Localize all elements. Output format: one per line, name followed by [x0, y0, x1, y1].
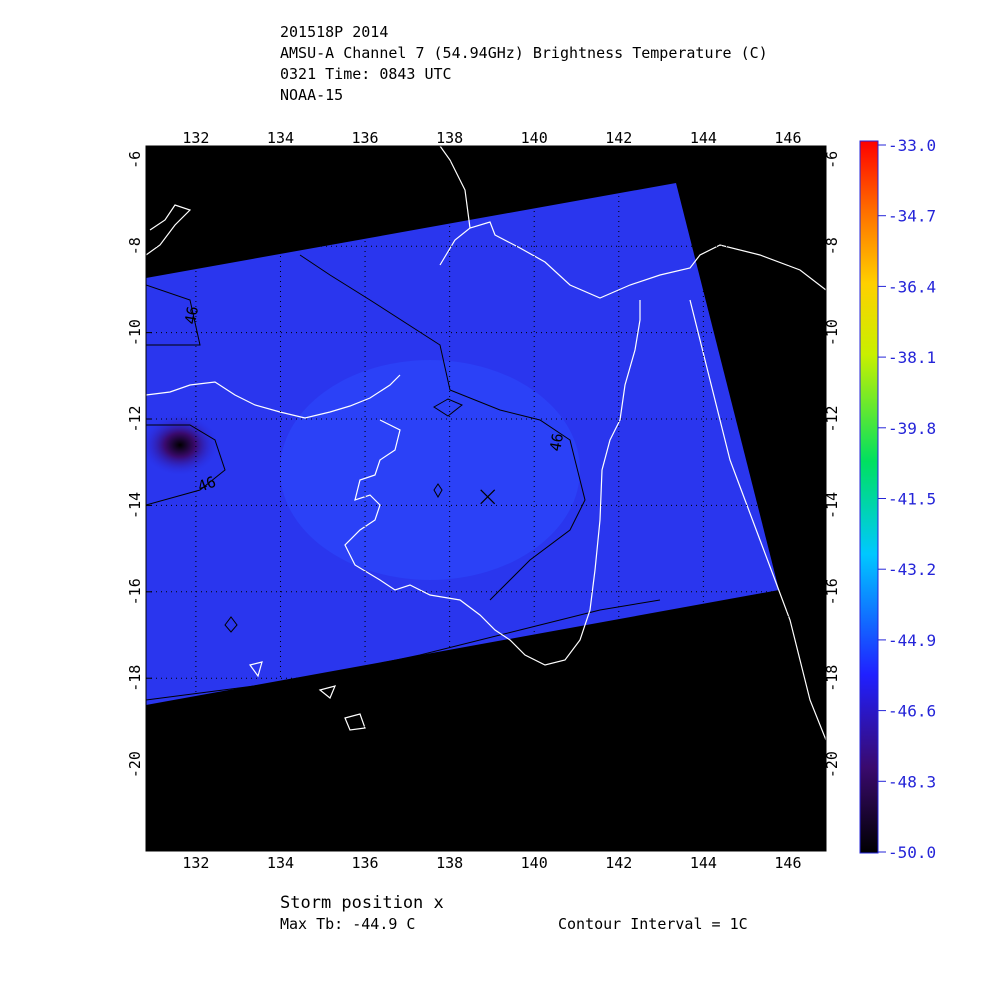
y-tick-label: -14: [823, 492, 841, 519]
x-tick-label: 136: [352, 129, 379, 147]
y-tick-label: -8: [823, 237, 841, 255]
coastlines: [146, 146, 826, 741]
y-tick-label: -10: [126, 319, 144, 346]
contour: [146, 424, 226, 506]
coastline: [248, 661, 366, 731]
x-tick-label: 132: [182, 854, 209, 872]
warm-area: [280, 360, 580, 580]
max-tb: Max Tb: -44.9 C: [280, 915, 415, 933]
y-tick-label: -20: [823, 751, 841, 778]
title-line: 201518P 2014: [280, 23, 388, 41]
contour: [146, 284, 201, 346]
x-tick-label: 132: [182, 129, 209, 147]
storm-position-note: Storm position x: [280, 893, 444, 913]
contour: [146, 599, 661, 701]
storm-marker: [480, 489, 496, 505]
colorbar-tick-label: -39.8: [888, 419, 936, 438]
colorbar-tick-label: -34.7: [888, 207, 936, 226]
contour-label: 46: [546, 432, 567, 453]
colorbar-tick-label: -50.0: [888, 843, 936, 862]
contour-label: 46: [181, 305, 202, 326]
map-frame: [145, 145, 827, 852]
y-tick-label: -6: [126, 151, 144, 169]
colorbar-tick-label: -41.5: [888, 490, 936, 509]
contours: [146, 254, 661, 701]
x-tick-label: 134: [267, 854, 294, 872]
colorbar-tick-label: -36.4: [888, 277, 936, 296]
colorbar-tick-label: -38.1: [888, 348, 936, 367]
y-tick-label: -10: [823, 319, 841, 346]
y-tick-label: -16: [823, 578, 841, 605]
coastline: [439, 146, 471, 229]
cold-spot: [146, 415, 218, 475]
x-tick-label: 146: [774, 129, 801, 147]
y-tick-label: -14: [126, 492, 144, 519]
contour-interval: Contour Interval = 1C: [558, 915, 748, 933]
footer: Storm position x Max Tb: -44.9 C Contour…: [280, 893, 748, 933]
contour: [224, 616, 238, 633]
y-tick-label: -12: [126, 405, 144, 432]
map: 46 46 46: [146, 146, 826, 851]
x-tick-label: 136: [352, 854, 379, 872]
y-tick-label: -18: [126, 665, 144, 692]
title-block: 201518P 2014 AMSU-A Channel 7 (54.94GHz)…: [280, 23, 768, 104]
y-tick-label: -20: [126, 751, 144, 778]
y-tick-label: -8: [126, 237, 144, 255]
contour: [433, 398, 463, 417]
x-tick-label: 144: [690, 129, 717, 147]
coastline: [689, 299, 826, 741]
colorbar-tick-label: -44.9: [888, 631, 936, 650]
y-tick-label: -16: [126, 578, 144, 605]
title-line: NOAA-15: [280, 86, 343, 104]
colorbar-tick-label: -43.2: [888, 560, 936, 579]
x-tick-label: 146: [774, 854, 801, 872]
contour-label: 46: [195, 473, 218, 496]
contour: [299, 254, 586, 601]
x-tick-label: 138: [436, 129, 463, 147]
x-tick-label: 134: [267, 129, 294, 147]
x-tick-label: 138: [436, 854, 463, 872]
x-tick-label: 140: [521, 129, 548, 147]
y-tick-label: -12: [823, 405, 841, 432]
title-line: AMSU-A Channel 7 (54.94GHz) Brightness T…: [280, 44, 768, 62]
title-line: 0321 Time: 0843 UTC: [280, 65, 452, 83]
coastline: [439, 221, 826, 299]
coastline: [146, 374, 401, 419]
storm-cross: [480, 489, 496, 505]
x-tick-label: 140: [521, 854, 548, 872]
y-tick-label: -6: [823, 151, 841, 169]
coastline: [146, 204, 192, 256]
y-tick-label: -18: [823, 665, 841, 692]
x-tick-label: 144: [690, 854, 717, 872]
coastline: [344, 300, 641, 666]
colorbar: [859, 140, 879, 854]
x-tick-label: 142: [605, 129, 632, 147]
colorbar-tick-label: -48.3: [888, 772, 936, 791]
colorbar-tick-label: -46.6: [888, 702, 936, 721]
grid: [146, 146, 826, 851]
colorbar-tick-label: -33.0: [888, 136, 936, 155]
x-tick-label: 142: [605, 854, 632, 872]
contour: [433, 483, 443, 499]
